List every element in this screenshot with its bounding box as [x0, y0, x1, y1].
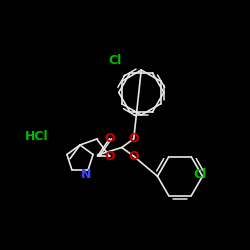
Text: Cl: Cl — [108, 54, 122, 66]
Text: O: O — [104, 132, 115, 145]
Text: O: O — [128, 150, 139, 163]
Text: O: O — [128, 132, 139, 145]
Text: HCl: HCl — [24, 130, 48, 143]
Text: O: O — [104, 150, 115, 163]
Text: Cl: Cl — [194, 168, 206, 181]
Text: N: N — [81, 168, 92, 181]
